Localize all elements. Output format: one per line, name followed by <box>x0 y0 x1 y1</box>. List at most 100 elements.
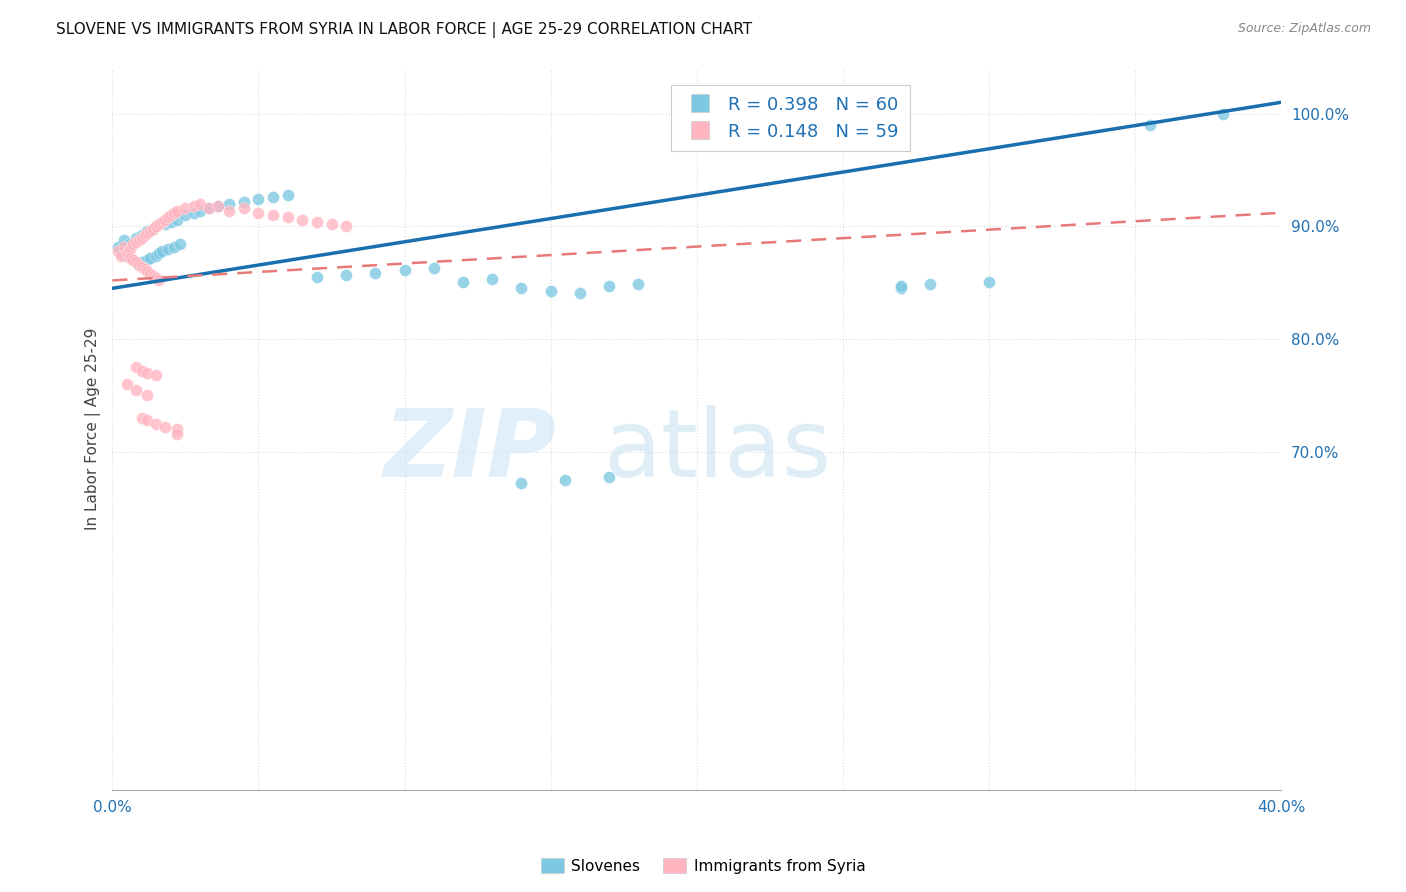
Point <box>890 281 912 295</box>
Point <box>139 224 162 238</box>
Point <box>156 211 179 225</box>
Point <box>128 233 150 247</box>
Point <box>145 249 167 263</box>
Point <box>156 242 179 256</box>
Point <box>115 377 138 392</box>
Point <box>160 208 183 222</box>
Point <box>128 258 150 272</box>
Point <box>277 187 299 202</box>
Point <box>131 363 153 377</box>
Point <box>118 242 141 256</box>
Legend: Slovenes, Immigrants from Syria: Slovenes, Immigrants from Syria <box>534 852 872 880</box>
Point <box>232 201 254 215</box>
Point <box>148 246 170 260</box>
Point <box>136 388 159 402</box>
Point <box>139 267 162 281</box>
Point <box>920 277 942 291</box>
Point <box>481 272 503 286</box>
Point <box>125 230 148 244</box>
Point <box>163 206 186 220</box>
Point <box>110 246 132 260</box>
Point <box>134 226 156 240</box>
Point <box>145 271 167 285</box>
Point <box>291 212 314 227</box>
Point <box>107 239 129 253</box>
Point <box>166 422 188 436</box>
Point <box>131 411 153 425</box>
Point <box>394 263 416 277</box>
Point <box>277 211 299 225</box>
Point <box>136 226 159 240</box>
Point <box>107 244 129 259</box>
Point <box>364 266 387 280</box>
Point <box>153 212 176 227</box>
Point <box>125 360 148 375</box>
Point <box>131 255 153 269</box>
Point <box>166 426 188 441</box>
Point <box>188 196 211 211</box>
Point <box>115 249 138 263</box>
Point <box>262 190 284 204</box>
Point <box>134 262 156 277</box>
Point <box>128 258 150 272</box>
Point <box>166 203 188 218</box>
Text: Source: ZipAtlas.com: Source: ZipAtlas.com <box>1237 22 1371 36</box>
Point <box>198 201 221 215</box>
Point <box>321 217 343 231</box>
Point <box>160 215 183 229</box>
Point <box>148 273 170 287</box>
Point <box>150 244 173 259</box>
Point <box>125 255 148 269</box>
Point <box>118 237 141 252</box>
Point <box>134 228 156 243</box>
Point <box>174 201 197 215</box>
Point <box>198 201 221 215</box>
Point <box>305 270 328 285</box>
Point <box>598 469 620 483</box>
Point <box>142 221 165 235</box>
Point <box>142 268 165 283</box>
Point <box>188 203 211 218</box>
Point <box>423 260 446 275</box>
Legend: R = 0.398   N = 60, R = 0.148   N = 59: R = 0.398 N = 60, R = 0.148 N = 59 <box>671 85 910 152</box>
Point <box>598 279 620 293</box>
Y-axis label: In Labor Force | Age 25-29: In Labor Force | Age 25-29 <box>86 328 101 531</box>
Point <box>540 284 562 298</box>
Point <box>451 275 474 289</box>
Point <box>121 237 143 252</box>
Point <box>554 473 576 487</box>
Point <box>218 196 240 211</box>
Point <box>335 268 357 282</box>
Point <box>247 192 270 206</box>
Point <box>131 260 153 274</box>
Point <box>183 199 205 213</box>
Point <box>627 277 650 291</box>
Point <box>169 237 191 252</box>
Point <box>153 420 176 434</box>
Point <box>131 228 153 243</box>
Point <box>1139 118 1161 132</box>
Point <box>142 221 165 235</box>
Point <box>510 476 533 491</box>
Point <box>232 194 254 209</box>
Text: SLOVENE VS IMMIGRANTS FROM SYRIA IN LABOR FORCE | AGE 25-29 CORRELATION CHART: SLOVENE VS IMMIGRANTS FROM SYRIA IN LABO… <box>56 22 752 38</box>
Point <box>568 285 591 300</box>
Point <box>153 217 176 231</box>
Point <box>136 253 159 268</box>
Point <box>510 281 533 295</box>
Point <box>145 219 167 234</box>
Point <box>121 253 143 268</box>
Point <box>166 212 188 227</box>
Point <box>218 203 240 218</box>
Text: atlas: atlas <box>603 405 831 497</box>
Point <box>136 264 159 278</box>
Point <box>112 239 135 253</box>
Point <box>262 208 284 222</box>
Point <box>110 249 132 263</box>
Point <box>207 199 229 213</box>
Point <box>139 251 162 265</box>
Point <box>136 224 159 238</box>
Point <box>145 417 167 431</box>
Point <box>112 233 135 247</box>
Point <box>150 215 173 229</box>
